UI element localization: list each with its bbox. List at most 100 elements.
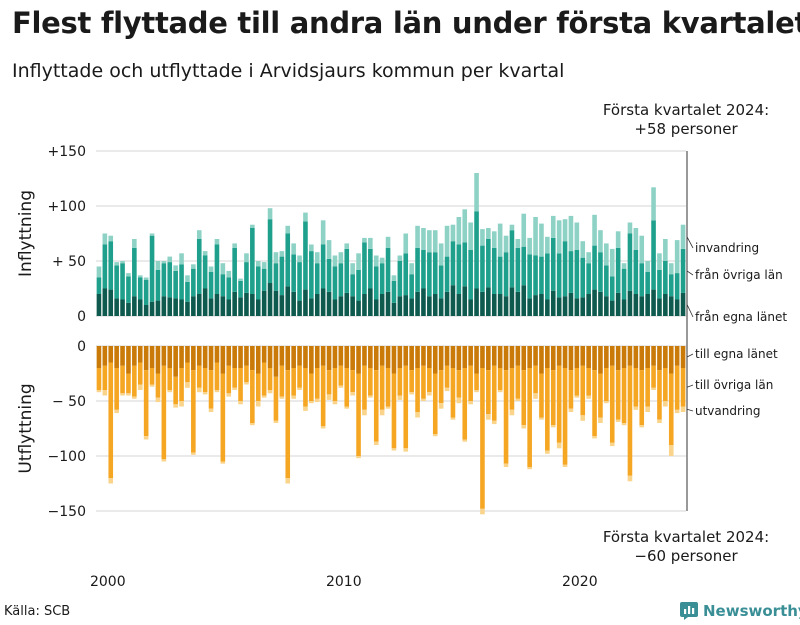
bar-segment	[373, 370, 379, 442]
bar-segment	[432, 294, 438, 316]
bar-segment	[232, 291, 237, 316]
bar-segment	[580, 257, 586, 298]
bar-segment	[96, 346, 102, 368]
bar-segment	[220, 373, 226, 462]
bar-segment	[674, 346, 680, 366]
bar-segment	[143, 370, 149, 437]
bar-segment	[120, 393, 125, 396]
bar-segment	[96, 294, 102, 316]
bar-segment	[373, 266, 379, 300]
bar-segment	[126, 276, 131, 303]
bar-segment	[255, 261, 261, 267]
bar-segment	[309, 346, 314, 374]
bar-segment	[132, 239, 137, 248]
bar-segment	[220, 346, 226, 374]
bar-segment	[615, 292, 621, 316]
bar-segment	[403, 253, 409, 296]
bar-segment	[639, 370, 645, 426]
bar-segment	[291, 243, 296, 255]
bar-segment	[179, 253, 184, 265]
bar-segment	[362, 346, 367, 366]
bar-segment	[244, 292, 249, 316]
bar-segment	[609, 276, 615, 301]
bar-segment	[261, 362, 267, 396]
bar-segment	[580, 346, 586, 366]
bar-segment	[497, 294, 503, 316]
bar-segment	[191, 268, 196, 297]
chart-title: Flest flyttade till andra län under förs…	[12, 6, 800, 40]
bar-segment	[232, 368, 237, 388]
bar-segment	[344, 292, 350, 316]
bar-segment	[438, 298, 444, 316]
bar-segment	[202, 392, 208, 395]
bar-segment	[409, 392, 414, 395]
bar-segment	[639, 346, 645, 371]
bar-segment	[261, 290, 267, 316]
bar-segment	[356, 456, 361, 459]
bar-segment	[509, 224, 515, 231]
bar-segment	[556, 297, 562, 316]
y-axis-title-out: Utflyttning	[16, 383, 36, 473]
bar-segment	[450, 241, 456, 286]
chart-canvas: 0 + 50 +100 +150 0 − 50 −100 −150 Inflyttning Utf…	[16, 101, 787, 590]
bar-segment	[385, 291, 391, 316]
bar-segment	[515, 247, 521, 292]
bar-segment	[338, 296, 344, 316]
bar-segment	[232, 387, 237, 390]
y-tick-label-out: −100	[48, 449, 86, 465]
series-label-leader	[686, 270, 694, 276]
bar-segment	[261, 268, 267, 291]
bar-segment	[191, 346, 196, 371]
bar-segment	[356, 300, 361, 316]
bar-segment	[214, 294, 220, 316]
bar-segment	[480, 508, 485, 515]
bar-segment	[279, 396, 285, 399]
bar-segment	[627, 233, 633, 291]
bar-segment	[185, 346, 190, 363]
bar-segment	[592, 346, 597, 371]
bar-segment	[651, 220, 656, 290]
bar-segment	[427, 392, 432, 396]
bar-segment	[238, 278, 243, 281]
bar-segment	[96, 390, 102, 393]
bar-segment	[167, 256, 173, 263]
bar-segment	[521, 346, 527, 371]
bar-segment	[663, 261, 668, 294]
bar-segment	[226, 365, 232, 394]
bar-segment	[285, 346, 291, 371]
bar-segment	[285, 370, 291, 478]
bar-segment	[238, 401, 243, 405]
bar-segment	[161, 365, 167, 460]
bar-segment	[604, 296, 609, 316]
bar-segment	[226, 393, 232, 397]
bar-segment	[202, 255, 208, 289]
bar-segment	[96, 266, 102, 278]
bar-segment	[621, 268, 627, 300]
bar-segment	[303, 212, 308, 222]
bar-segment	[568, 292, 574, 316]
bar-segment	[320, 244, 326, 289]
bar-segment	[586, 252, 591, 264]
bar-segment	[285, 478, 291, 484]
bar-segment	[480, 245, 485, 292]
bar-segment	[297, 255, 302, 263]
bar-segment	[592, 370, 597, 437]
bar-segment	[503, 346, 509, 371]
bar-segment	[161, 346, 167, 366]
bar-segment	[126, 273, 131, 277]
bar-segment	[403, 448, 409, 452]
bar-segment	[214, 362, 220, 390]
bar-segment	[338, 252, 344, 264]
bar-segment	[674, 240, 680, 274]
bar-segment	[680, 224, 686, 249]
bar-segment	[663, 294, 668, 316]
bar-segment	[368, 368, 373, 396]
bar-segment	[338, 385, 344, 388]
bar-segment	[326, 394, 332, 400]
bar-segment	[143, 346, 149, 371]
bar-segment	[309, 244, 314, 252]
bar-segment	[108, 362, 114, 478]
bar-segment	[438, 265, 444, 299]
bar-segment	[432, 230, 438, 253]
bar-segment	[226, 346, 232, 366]
